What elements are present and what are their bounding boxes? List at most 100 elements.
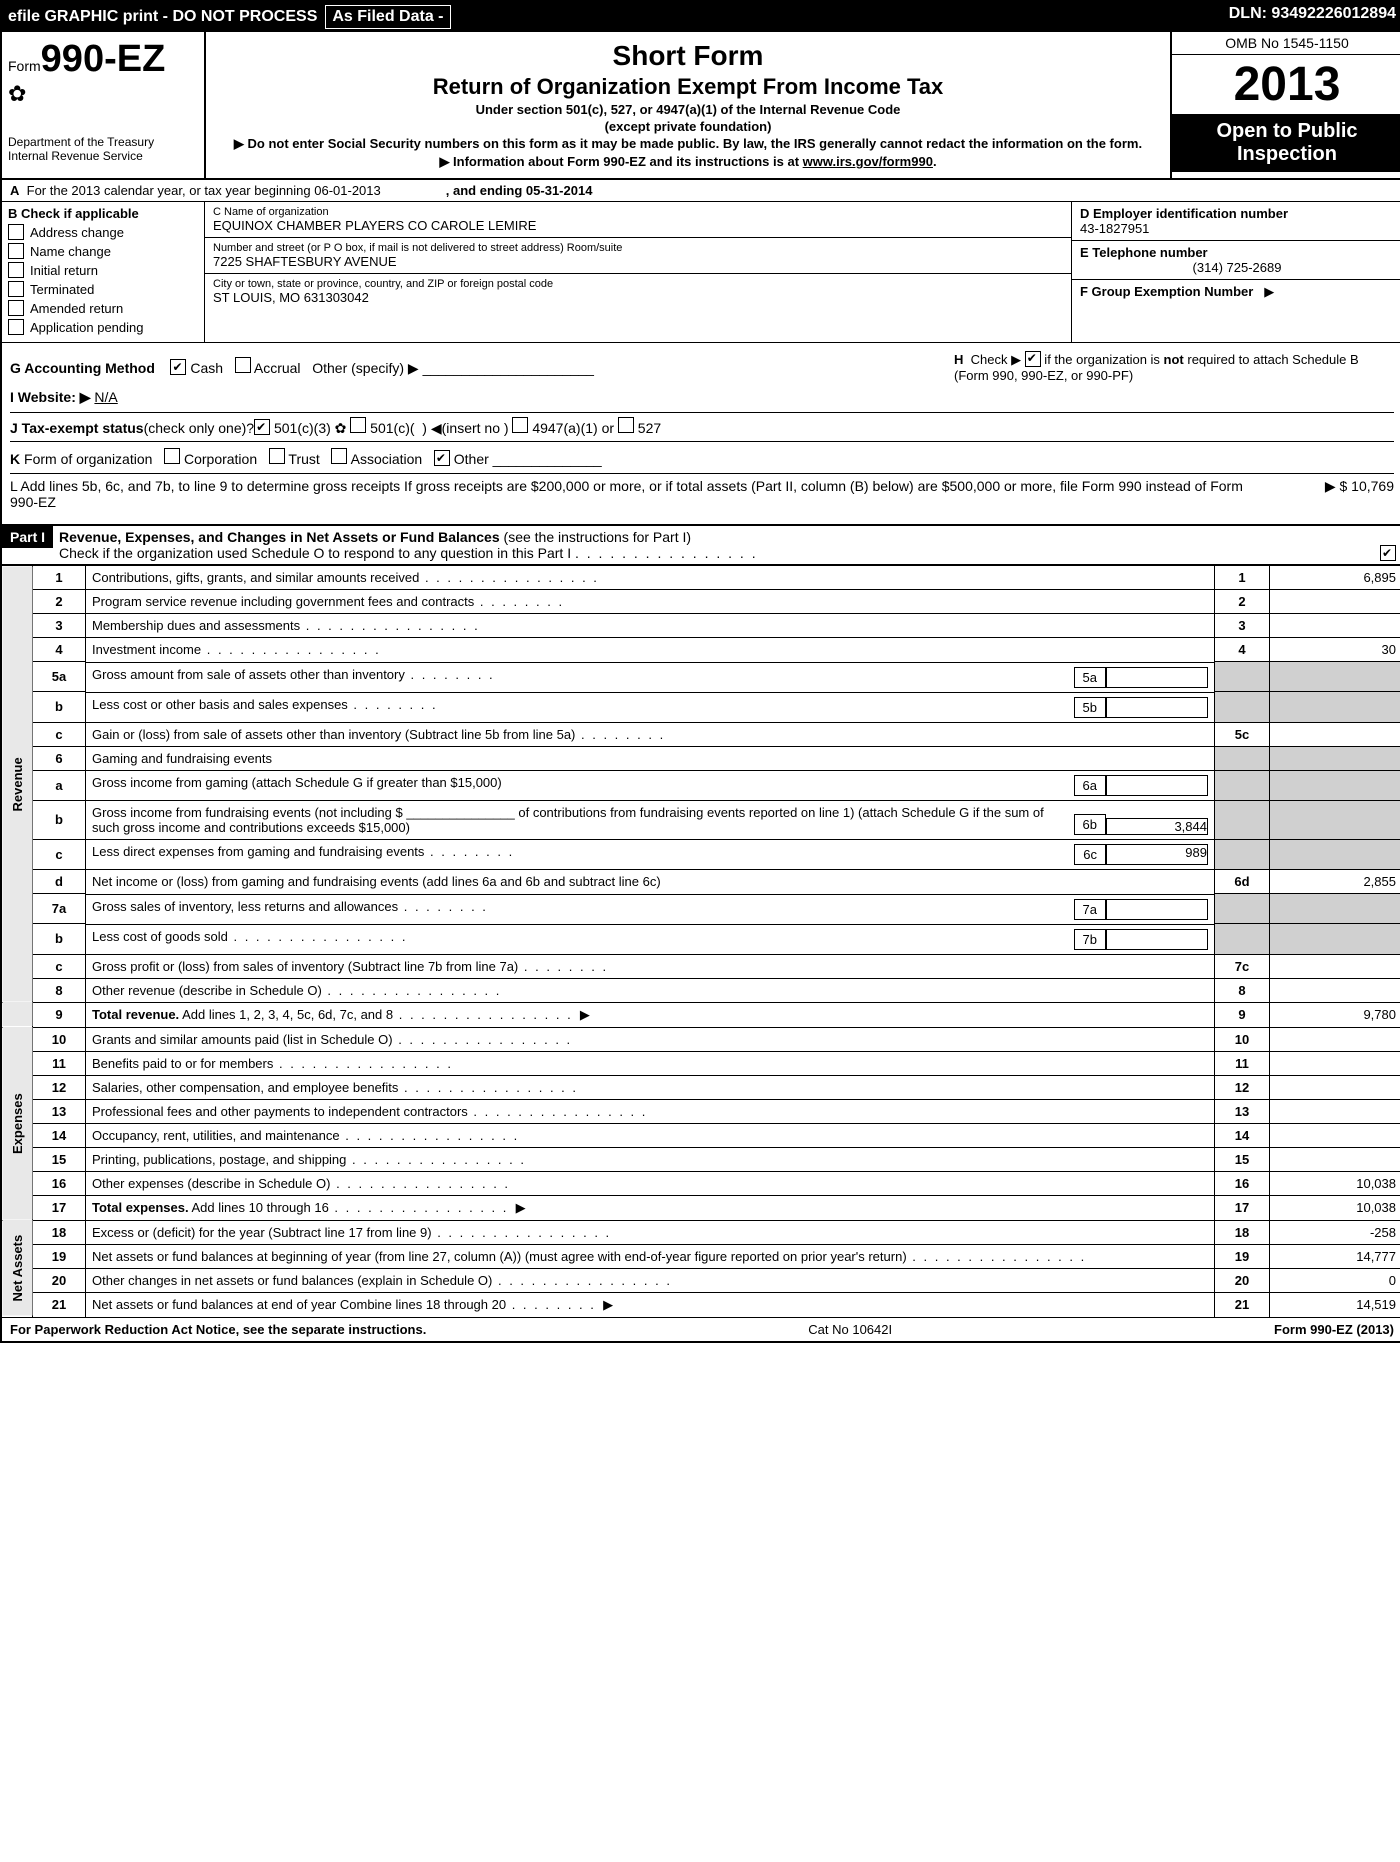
street-value: 7225 SHAFTESBURY AVENUE [213,254,1063,269]
checkbox-501c3[interactable] [254,419,270,435]
line-k: K Form of organization Corporation Trust… [10,448,1394,467]
line-21: 21Net assets or fund balances at end of … [2,1292,1400,1317]
checkbox-name-change[interactable] [8,243,24,259]
checkbox-terminated[interactable] [8,281,24,297]
f-label: F Group Exemption Number [1080,284,1253,299]
line-5a: 5aGross amount from sale of assets other… [2,662,1400,692]
part-i-tag: Part I [2,526,53,548]
line-5c: cGain or (loss) from sale of assets othe… [2,722,1400,746]
checkbox-other[interactable] [434,450,450,466]
dln-label: DLN: [1229,5,1267,22]
checkbox-application-pending[interactable] [8,319,24,335]
checkbox-trust[interactable] [269,448,285,464]
side-netassets: Net Assets [2,1220,33,1317]
line-7a: 7aGross sales of inventory, less returns… [2,894,1400,924]
info-row: B Check if applicable Address change Nam… [2,202,1400,343]
line-9: 9Total revenue. Add lines 1, 2, 3, 4, 5c… [2,1002,1400,1027]
checkbox-corp[interactable] [164,448,180,464]
f-arrow: ▶ [1264,284,1274,299]
main-table: Revenue 1 Contributions, gifts, grants, … [2,565,1400,1317]
header-block: Form990-EZ ✿ Department of the Treasury … [2,32,1400,180]
street-label: Number and street (or P O box, if mail i… [213,242,1063,254]
d-label: D Employer identification number [1080,206,1394,221]
line-3: 3Membership dues and assessments3 [2,614,1400,638]
omb-number: OMB No 1545-1150 [1172,32,1400,55]
checkbox-4947[interactable] [512,417,528,433]
header-left: Form990-EZ ✿ Department of the Treasury … [2,32,206,178]
city-label: City or town, state or province, country… [213,278,1063,290]
line-6a: aGross income from gaming (attach Schedu… [2,770,1400,800]
as-filed-tab: As Filed Data - [325,5,450,29]
checkbox-schedule-o[interactable] [1380,545,1396,561]
checkbox-address-change[interactable] [8,224,24,240]
line-l: L Add lines 5b, 6c, and 7b, to line 9 to… [10,473,1394,510]
irs-link[interactable]: www.irs.gov/form990 [803,154,933,169]
part-i-header: Part I Revenue, Expenses, and Changes in… [2,525,1400,565]
footer-left: For Paperwork Reduction Act Notice, see … [10,1322,426,1337]
checkbox-amended-return[interactable] [8,300,24,316]
open-inspection: Open to Public Inspection [1172,114,1400,172]
line-13: 13Professional fees and other payments t… [2,1099,1400,1123]
title-short-form: Short Form [216,40,1160,72]
website-value: N/A [94,389,117,405]
line-7c: cGross profit or (loss) from sales of in… [2,954,1400,978]
col-c: C Name of organization EQUINOX CHAMBER P… [205,202,1071,342]
line-20: 20Other changes in net assets or fund ba… [2,1268,1400,1292]
line-19: 19Net assets or fund balances at beginni… [2,1244,1400,1268]
side-revenue: Revenue [2,566,33,1003]
form-page: efile GRAPHIC print - DO NOT PROCESS As … [0,0,1400,1343]
dept-treasury: Department of the Treasury [8,135,198,149]
line-j: J Tax-exempt status(check only one)? 501… [10,412,1394,442]
checkbox-initial-return[interactable] [8,262,24,278]
line-6c: cLess direct expenses from gaming and fu… [2,839,1400,870]
ein-value: 43-1827951 [1080,221,1394,236]
name-label: C Name of organization [213,206,1063,218]
line-11: 11Benefits paid to or for members11 [2,1051,1400,1075]
line-15: 15Printing, publications, postage, and s… [2,1147,1400,1171]
col-b: B Check if applicable Address change Nam… [2,202,205,342]
footer-right: Form 990-EZ (2013) [1274,1322,1394,1337]
city-value: ST LOUIS, MO 631303042 [213,290,1063,305]
arrow-ssn: ▶ Do not enter Social Security numbers o… [216,136,1160,152]
header-right: OMB No 1545-1150 2013 Open to Public Ins… [1170,32,1400,178]
line-6b: bGross income from fundraising events (n… [2,800,1400,839]
line-17: 17Total expenses. Add lines 10 through 1… [2,1195,1400,1220]
line-5b: bLess cost or other basis and sales expe… [2,692,1400,723]
line-4: 4Investment income430 [2,638,1400,662]
checkbox-assoc[interactable] [331,448,347,464]
line-16: 16Other expenses (describe in Schedule O… [2,1171,1400,1195]
line-14: 14Occupancy, rent, utilities, and mainte… [2,1123,1400,1147]
side-expenses: Expenses [2,1027,33,1220]
line-10: Expenses10Grants and similar amounts pai… [2,1027,1400,1051]
efile-text: efile GRAPHIC print - DO NOT PROCESS [8,8,317,26]
checkbox-527[interactable] [618,417,634,433]
line-2: 2Program service revenue including gover… [2,590,1400,614]
col-def: D Employer identification number 43-1827… [1071,202,1400,342]
org-name: EQUINOX CHAMBER PLAYERS CO CAROLE LEMIRE [213,218,1063,233]
checkbox-cash[interactable] [170,359,186,375]
checkbox-accrual[interactable] [235,357,251,373]
line-12: 12Salaries, other compensation, and empl… [2,1075,1400,1099]
form-prefix: Form [8,58,41,74]
tax-year: 2013 [1172,55,1400,114]
line-i: I Website: ▶ N/A [10,389,1394,406]
section-g: H Check ▶ if the organization is not req… [2,343,1400,525]
line-8: 8Other revenue (describe in Schedule O)8 [2,978,1400,1002]
line-6: 6Gaming and fundraising events [2,746,1400,770]
subtitle-section: Under section 501(c), 527, or 4947(a)(1)… [216,102,1160,117]
checkbox-501c[interactable] [350,417,366,433]
line-1: Revenue 1 Contributions, gifts, grants, … [2,566,1400,590]
line-6d: dNet income or (loss) from gaming and fu… [2,870,1400,894]
phone-value: (314) 725-2689 [1080,260,1394,275]
footer: For Paperwork Reduction Act Notice, see … [2,1317,1400,1341]
dept-irs: Internal Revenue Service [8,149,198,163]
col-b-header: B Check if applicable [8,206,198,221]
checkbox-h[interactable] [1025,351,1041,367]
e-label: E Telephone number [1080,245,1394,260]
irs-eagle-icon: ✿ [8,81,198,107]
h-text: H Check ▶ if the organization is not req… [954,351,1394,383]
subtitle-except: (except private foundation) [216,119,1160,134]
form-number: 990-EZ [41,38,166,80]
top-bar: efile GRAPHIC print - DO NOT PROCESS As … [2,2,1400,32]
line-7b: bLess cost of goods sold7b [2,924,1400,955]
